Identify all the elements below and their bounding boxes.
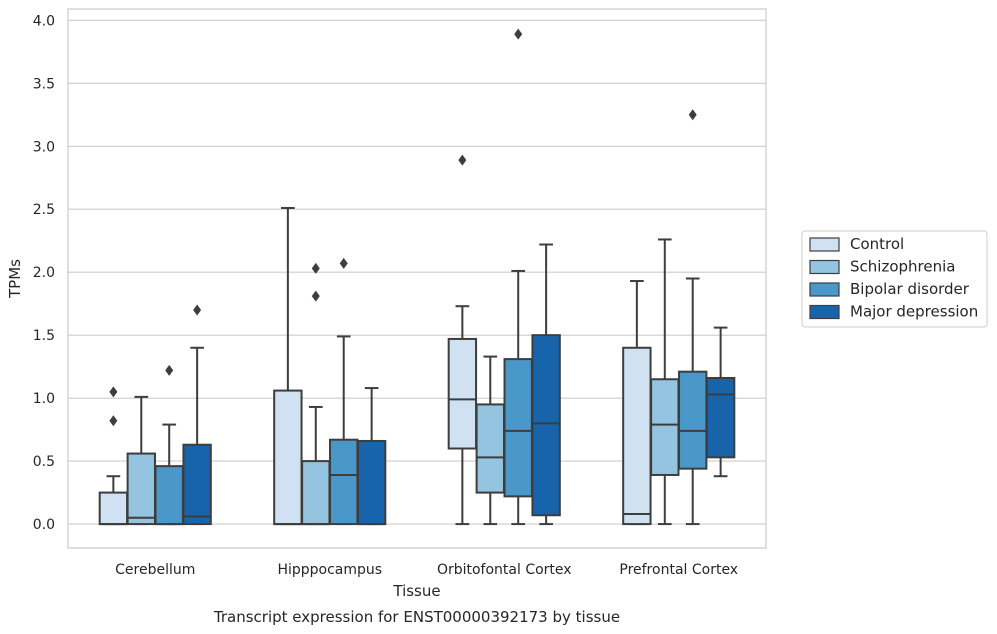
y-tick-label-3: 1.5: [33, 328, 55, 344]
y-tick-label-5: 2.5: [33, 202, 55, 218]
x-tick-label-1: Hipppocampus: [277, 562, 382, 578]
box-0-2: [154, 364, 184, 526]
box-2-3: [531, 243, 561, 526]
box-iqr: [705, 376, 736, 459]
box-1-1: [301, 262, 331, 526]
box-series: [98, 28, 736, 526]
box-iqr: [98, 491, 129, 526]
legend: Control Schizophrenia Bipolar disorder Majo…: [801, 230, 988, 328]
legend-swatch-1: [809, 259, 840, 275]
box-iqr: [182, 443, 212, 526]
box-2-0: [447, 154, 478, 526]
y-tick-label-6: 3.0: [33, 139, 55, 155]
box-iqr: [273, 389, 303, 526]
box-iqr: [154, 465, 184, 526]
box-iqr: [622, 346, 652, 526]
box-3-1: [650, 238, 680, 526]
box-iqr: [531, 334, 561, 517]
legend-label-3: Major depression: [850, 303, 978, 321]
legend-label-0: Control: [850, 235, 904, 253]
outlier-point-0: [514, 28, 523, 40]
outlier-point-0: [688, 109, 697, 121]
x-tick-label-3: Prefrontal Cortex: [619, 562, 738, 578]
outlier-point-0: [109, 415, 118, 427]
legend-label-2: Bipolar disorder: [850, 280, 970, 298]
outlier-point-0: [458, 154, 467, 166]
chart-title: Transcript expression for ENST0000039217…: [213, 608, 620, 626]
x-tick-label-2: Orbitofontal Cortex: [437, 562, 572, 578]
box-0-3: [182, 304, 212, 526]
box-iqr: [329, 438, 359, 526]
box-iqr: [475, 403, 505, 494]
y-tick-label-8: 4.0: [33, 13, 55, 29]
box-3-0: [622, 280, 652, 526]
y-tick-label-1: 0.5: [33, 454, 55, 470]
box-0-1: [126, 395, 156, 526]
y-tick-label-7: 3.5: [33, 76, 55, 92]
legend-frame: [801, 230, 988, 328]
box-2-2: [503, 28, 533, 526]
legend-label-1: Schizophrenia: [850, 258, 955, 276]
x-tick-label-0: Cerebellum: [115, 562, 195, 578]
box-iqr: [447, 337, 478, 450]
outlier-point-0: [193, 304, 202, 316]
box-1-2: [329, 257, 359, 526]
y-tick-label-4: 2.0: [33, 265, 55, 281]
box-0-0: [98, 386, 129, 526]
box-iqr: [356, 439, 387, 526]
y-tick-label-2: 1.0: [33, 391, 55, 407]
legend-swatch-0: [809, 237, 840, 252]
outlier-point-0: [339, 257, 348, 269]
legend-items: Control Schizophrenia Bipolar disorder Majo…: [809, 235, 978, 321]
box-1-3: [356, 387, 387, 526]
box-iqr: [678, 370, 708, 470]
plot-area-frame: [67, 8, 767, 549]
box-iqr: [503, 358, 533, 498]
y-axis-label: TPMs: [6, 259, 24, 299]
box-3-2: [678, 109, 708, 526]
box-3-3: [705, 326, 736, 478]
box-1-0: [273, 206, 303, 526]
outlier-point-0: [165, 364, 174, 376]
legend-swatch-3: [809, 304, 840, 320]
outlier-point-1: [109, 386, 118, 398]
y-tick-labels: 0.0 0.5 1.0 1.5 2.0 2.5 3.0 3.5 4.0: [33, 13, 55, 533]
y-tick-label-0: 0.0: [33, 517, 55, 533]
box-iqr: [126, 452, 156, 526]
legend-swatch-2: [809, 282, 840, 297]
outlier-point-0: [311, 290, 320, 302]
outlier-point-1: [311, 262, 320, 274]
x-axis-label: Tissue: [392, 582, 440, 600]
x-tick-labels: Cerebellum Hipppocampus Orbitofontal Corte…: [115, 562, 738, 578]
box-iqr: [650, 378, 680, 476]
box-iqr: [301, 460, 331, 526]
box-2-1: [475, 355, 505, 526]
